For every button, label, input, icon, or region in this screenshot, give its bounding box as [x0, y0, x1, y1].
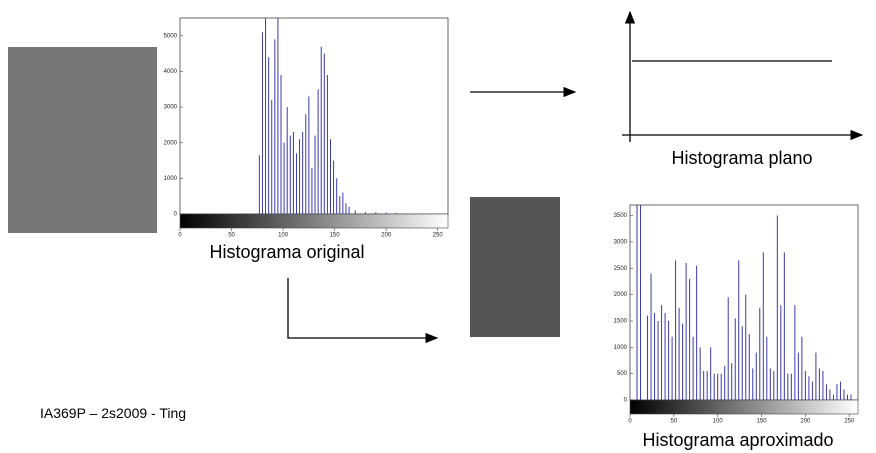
footer: IA369P – 2s2009 - Ting [40, 405, 186, 421]
x-tick-label: 250 [433, 233, 444, 239]
y-tick-label: 3000 [164, 105, 178, 111]
arrow [287, 278, 439, 344]
x-tick-label: 100 [713, 419, 724, 425]
x-tick-label: 50 [228, 233, 235, 239]
y-tick-label: 3500 [614, 213, 628, 219]
x-tick-label: 200 [800, 419, 811, 425]
y-tick-label: 1000 [164, 176, 178, 182]
x-tick-label: 0 [178, 233, 182, 239]
y-tick-label: 5000 [164, 33, 178, 39]
x-tick-label: 150 [330, 233, 341, 239]
x-tick-label: 200 [381, 233, 392, 239]
colorbar [629, 399, 859, 415]
chart-caption: Histograma original [209, 242, 364, 262]
y-tick-label: 1500 [614, 319, 628, 325]
y-tick-label: 2000 [614, 292, 628, 298]
y-tick-label: 0 [174, 212, 178, 218]
x-tick-label: 150 [757, 419, 768, 425]
photo-equalized [470, 197, 560, 337]
y-tick-label: 2000 [164, 140, 178, 146]
y-tick-label: 3000 [614, 239, 628, 245]
y-tick-label: 1000 [614, 345, 628, 351]
x-tick-label: 250 [844, 419, 855, 425]
y-tick-label: 2500 [614, 266, 628, 272]
photo-original [8, 47, 157, 233]
chart-caption: Histograma aproximado [642, 430, 833, 450]
x-tick-label: 50 [671, 419, 678, 425]
plot-frame [629, 204, 859, 401]
x-tick-label: 100 [278, 233, 289, 239]
y-tick-label: 4000 [164, 69, 178, 75]
y-tick-label: 500 [617, 371, 628, 377]
y-tick-label: 0 [624, 398, 628, 404]
plot-frame [179, 17, 449, 215]
x-tick-label: 0 [628, 419, 632, 425]
flat-label: Histograma plano [671, 148, 812, 168]
colorbar [179, 213, 449, 229]
